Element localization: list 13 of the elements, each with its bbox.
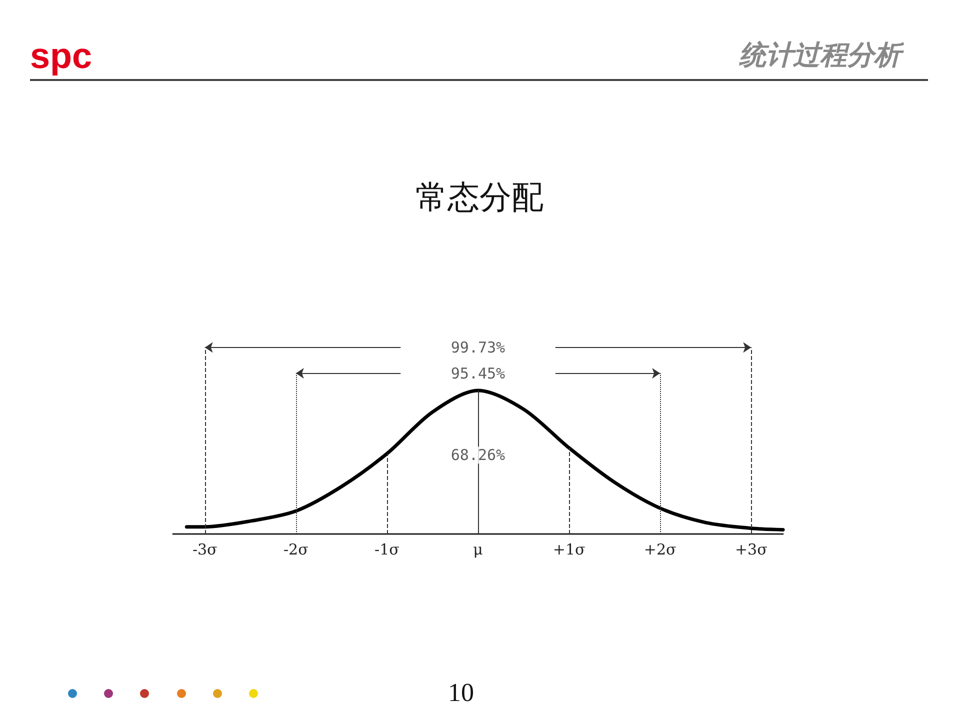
x-tick-label: +2σ [644,540,676,558]
text: spc [30,35,92,76]
x-tick-label: -1σ [374,540,400,558]
text: 95.45% [450,364,506,382]
text: 10 [448,678,474,707]
x-tick-label: μ [473,540,484,558]
chart-title: 常态分配 [414,178,544,217]
x-tick-label: +3σ [734,540,768,558]
x-tick-label: -2σ [283,540,308,558]
x-tick-label: -3σ [192,540,218,558]
text: 99.73% [450,338,506,356]
annotation: 68.26% [450,446,506,464]
x-tick-label: +1σ [552,540,586,558]
